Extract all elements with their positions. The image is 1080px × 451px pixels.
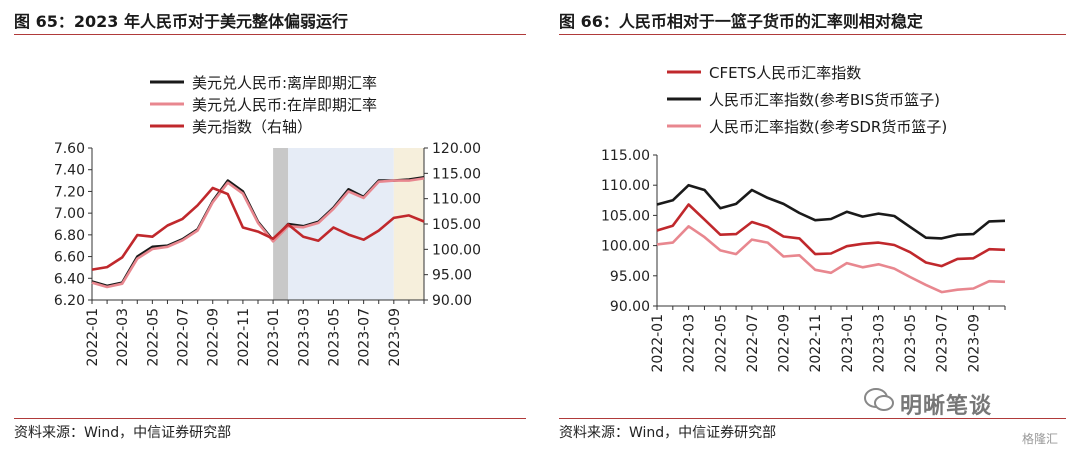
x-tick-label: 2023-07 [935, 314, 951, 373]
right-source-note: 资料来源：Wind，中信证券研究部 [559, 425, 777, 441]
x-tick-label: 2022-05 [145, 308, 161, 367]
y-tick-label: 95.00 [610, 269, 650, 285]
x-tick-label: 2023-01 [840, 314, 856, 373]
legend-label-3: 美元指数（右轴） [192, 118, 312, 136]
watermark-text: 格隆汇 [1021, 432, 1058, 446]
shaded-period-3 [393, 148, 424, 300]
legend-label-2: 美元兑人民币:在岸即期汇率 [192, 96, 377, 114]
left-figure-panel: 图 65：2023 年人民币对于美元整体偏弱运行 6.20 6.40 6.60 6.8… [14, 12, 526, 441]
shaded-period-1 [273, 148, 289, 300]
brand-name: 明晰笔谈 [900, 394, 993, 419]
y-tick-label: 110.00 [601, 178, 650, 194]
y2-tick-label: 115.00 [432, 166, 481, 182]
y-tick-label: 6.60 [54, 250, 85, 266]
y-tick-label: 7.40 [54, 163, 85, 179]
y2-tick-label: 90.00 [432, 293, 472, 309]
x-tick-label: 2022-01 [85, 308, 101, 367]
y-tick-label: 6.40 [54, 271, 85, 287]
x-tick-label: 2023-09 [387, 308, 403, 367]
y-tick-label: 7.20 [54, 184, 85, 200]
x-tick-label: 2022-03 [682, 314, 698, 373]
left-chart: 6.20 6.40 6.60 6.80 7.00 7.20 7.40 7.60 90.00 95.… [54, 74, 481, 367]
left-source-note: 资料来源：Wind，中信证券研究部 [14, 425, 232, 441]
left-title-rule [14, 34, 526, 35]
left-figure-title: 图 65：2023 年人民币对于美元整体偏弱运行 [14, 12, 348, 31]
x-tick-label: 2023-09 [966, 314, 982, 373]
right-source-rule [559, 418, 1066, 419]
right-title-rule [559, 34, 1066, 35]
x-tick-label: 2022-09 [206, 308, 222, 367]
series-line-3 [656, 225, 1006, 294]
x-tick-label: 2022-07 [176, 308, 192, 367]
x-tick-label: 2022-11 [808, 314, 824, 373]
series-line-2 [656, 183, 1006, 240]
legend-label-1: 美元兑人民币:离岸即期汇率 [192, 74, 377, 92]
right-chart: 90.00 95.00 100.00 105.00 110.00 115.00 2022-0… [601, 64, 1006, 373]
x-tick-label: 2022-11 [236, 308, 252, 367]
series-line-3 [91, 186, 425, 271]
x-tick-label: 2023-05 [903, 314, 919, 373]
shaded-period-2 [288, 148, 394, 300]
x-tick-label: 2022-05 [713, 314, 729, 373]
y-tick-label: 6.20 [54, 293, 85, 309]
y2-tick-label: 110.00 [432, 192, 481, 208]
legend-label-1: CFETS人民币汇率指数 [709, 64, 861, 82]
y-tick-label: 115.00 [601, 148, 650, 164]
x-tick-label: 2023-03 [296, 308, 312, 367]
x-tick-label: 2023-07 [357, 308, 373, 367]
y-tick-label: 100.00 [601, 239, 650, 255]
x-tick-label: 2022-03 [115, 308, 131, 367]
y2-tick-label: 100.00 [432, 242, 481, 258]
y-tick-label: 90.00 [610, 299, 650, 315]
y-tick-label: 6.80 [54, 228, 85, 244]
right-figure-title: 图 66：人民币相对于一篮子货币的汇率则相对稳定 [559, 12, 923, 31]
right-figure-panel: 图 66：人民币相对于一篮子货币的汇率则相对稳定 90.00 95.00 100.0… [545, 0, 1080, 451]
x-tick-label: 2022-07 [745, 314, 761, 373]
left-source-rule [14, 418, 526, 419]
x-tick-label: 2023-05 [326, 308, 342, 367]
wechat-icon [864, 388, 894, 411]
x-tick-label: 2023-01 [266, 308, 282, 367]
series-line-2 [91, 177, 425, 289]
y-tick-label: 7.60 [54, 141, 85, 157]
y-tick-label: 105.00 [601, 208, 650, 224]
x-tick-label: 2022-09 [777, 314, 793, 373]
y-tick-label: 7.00 [54, 206, 85, 222]
y2-tick-label: 105.00 [432, 217, 481, 233]
x-tick-label: 2023-03 [871, 314, 887, 373]
series-line-1 [656, 203, 1006, 268]
legend-label-3: 人民币汇率指数(参考SDR货币篮子) [709, 118, 947, 136]
y2-tick-label: 120.00 [432, 141, 481, 157]
legend-label-2: 人民币汇率指数(参考BIS货币篮子) [709, 91, 940, 109]
y2-tick-label: 95.00 [432, 268, 472, 284]
x-tick-label: 2022-01 [650, 314, 666, 373]
